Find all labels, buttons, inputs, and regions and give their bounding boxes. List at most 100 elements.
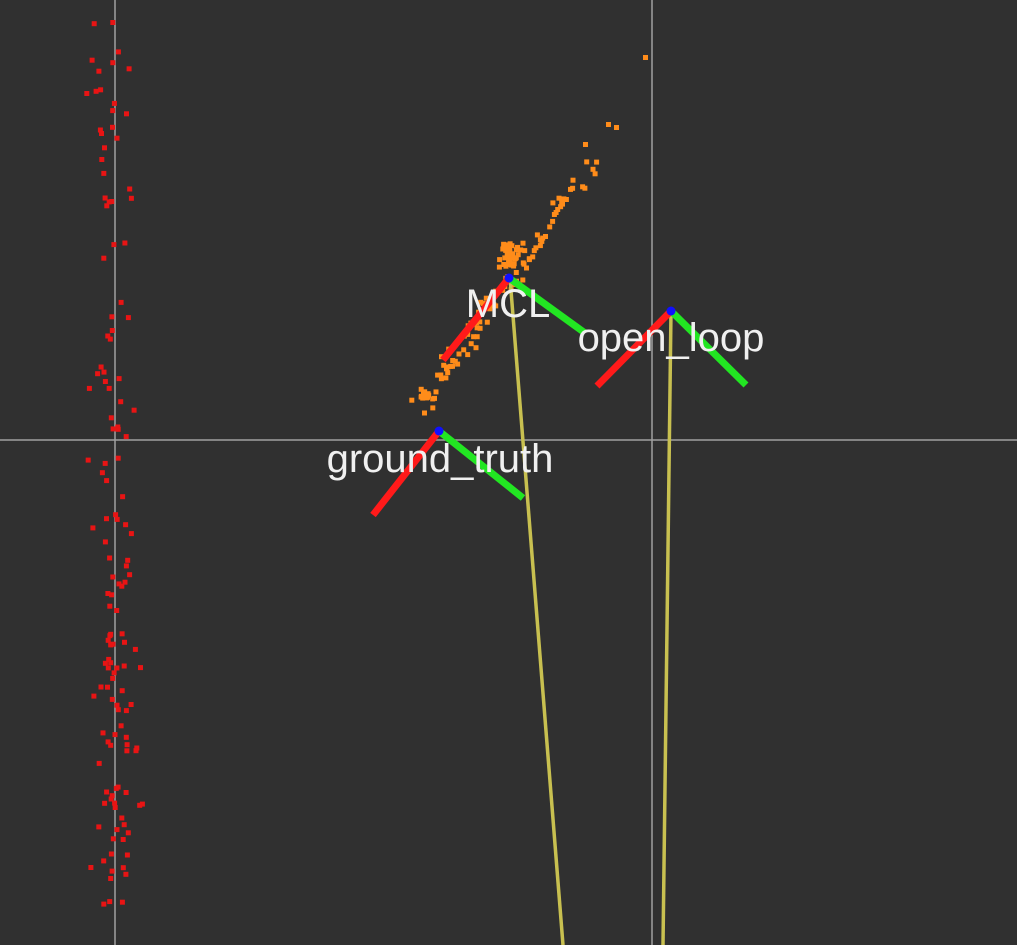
landmark-point bbox=[127, 572, 133, 578]
landmark-point bbox=[110, 675, 116, 681]
landmark-point bbox=[128, 531, 134, 537]
landmark-point bbox=[124, 742, 130, 748]
landmark-point bbox=[104, 478, 110, 484]
landmark-point bbox=[127, 186, 133, 192]
open-loop-y-axis bbox=[668, 308, 749, 388]
landmark-point bbox=[110, 60, 116, 66]
landmark-point bbox=[128, 195, 134, 201]
landmark-point bbox=[107, 336, 113, 342]
particle-point bbox=[501, 246, 506, 252]
particle-point bbox=[444, 366, 449, 372]
landmark-point bbox=[84, 91, 90, 96]
landmark-point bbox=[118, 299, 124, 305]
landmark-point bbox=[102, 195, 108, 201]
landmark-point bbox=[88, 865, 94, 870]
particle-point bbox=[474, 325, 480, 331]
landmark-point bbox=[102, 660, 108, 666]
particle-point bbox=[474, 334, 480, 340]
landmark-point bbox=[108, 796, 114, 802]
particle-point bbox=[513, 270, 519, 275]
particle-point bbox=[614, 125, 619, 130]
landmark-point bbox=[137, 802, 143, 808]
landmark-point bbox=[132, 646, 138, 652]
landmark-point bbox=[116, 581, 122, 587]
landmark-point bbox=[97, 127, 103, 133]
landmark-point bbox=[86, 385, 92, 391]
particle-point bbox=[496, 264, 502, 270]
landmark-point bbox=[125, 557, 131, 563]
particle-point bbox=[483, 295, 489, 301]
particle-point bbox=[477, 319, 483, 325]
landmark-point bbox=[109, 696, 115, 702]
landmark-point bbox=[119, 815, 125, 821]
particle-point bbox=[513, 255, 519, 261]
landmark-point bbox=[123, 708, 129, 714]
particle-point bbox=[438, 372, 444, 378]
particle-point bbox=[501, 262, 507, 267]
particle-point bbox=[418, 386, 424, 392]
landmark-point bbox=[112, 732, 118, 738]
particle-point bbox=[477, 325, 483, 331]
landmark-point bbox=[113, 785, 119, 791]
landmark-point bbox=[102, 800, 108, 806]
landmark-point bbox=[111, 670, 117, 676]
particle-point bbox=[510, 261, 516, 267]
landmark-point bbox=[118, 399, 124, 405]
particle-point bbox=[534, 232, 540, 238]
landmark-point bbox=[116, 376, 122, 382]
landmark-point bbox=[98, 364, 104, 370]
landmark-point bbox=[104, 516, 109, 522]
particle-point bbox=[433, 389, 439, 395]
particle-point bbox=[531, 248, 537, 254]
mcl-frame-label: MCL bbox=[466, 282, 550, 326]
landmark-point bbox=[99, 131, 104, 136]
particle-point bbox=[606, 122, 611, 127]
particle-point bbox=[530, 254, 536, 260]
particle-point bbox=[555, 207, 561, 212]
landmark-point bbox=[107, 603, 113, 609]
particle-point bbox=[435, 372, 441, 378]
particle-point bbox=[487, 306, 493, 312]
particle-point bbox=[518, 247, 524, 253]
landmark-point bbox=[109, 868, 115, 874]
particle-point bbox=[461, 347, 467, 353]
landmark-point bbox=[96, 824, 102, 830]
landmark-point bbox=[123, 563, 129, 569]
landmark-point bbox=[108, 742, 114, 748]
particle-point bbox=[505, 254, 511, 260]
open-loop-frame-label: open_loop bbox=[578, 316, 765, 360]
landmark-point bbox=[120, 865, 126, 871]
particle-point bbox=[456, 351, 462, 357]
mcl-origin-dot bbox=[504, 273, 514, 283]
ground-truth-frame-axes bbox=[370, 426, 526, 518]
mcl-y-axis bbox=[506, 275, 588, 336]
landmark-point bbox=[107, 555, 113, 561]
landmark-point bbox=[120, 494, 126, 500]
landmark-point bbox=[124, 748, 130, 754]
particle-point bbox=[430, 405, 436, 411]
landmark-point bbox=[121, 822, 127, 828]
landmark-point bbox=[134, 745, 140, 751]
landmark-point bbox=[85, 457, 91, 463]
landmark-point bbox=[102, 539, 108, 545]
landmark-point bbox=[105, 739, 111, 745]
particle-point bbox=[550, 200, 556, 206]
ground-truth-x-axis bbox=[370, 428, 442, 518]
landmark-point bbox=[119, 631, 125, 637]
landmark-point bbox=[101, 369, 107, 375]
landmark-point bbox=[122, 639, 127, 645]
landmark-point bbox=[121, 663, 127, 669]
landmark-point bbox=[123, 790, 129, 795]
particle-point bbox=[584, 159, 590, 165]
particle-point bbox=[537, 243, 543, 249]
ground-truth-y-axis bbox=[436, 428, 526, 501]
landmark-point bbox=[119, 688, 125, 694]
landmark-point bbox=[108, 660, 114, 666]
landmark-point bbox=[105, 637, 111, 643]
landmark-point bbox=[98, 684, 104, 690]
ground-truth-frame-label: ground_truth bbox=[327, 437, 554, 481]
particle-point bbox=[533, 245, 539, 251]
landmark-point bbox=[125, 830, 131, 836]
